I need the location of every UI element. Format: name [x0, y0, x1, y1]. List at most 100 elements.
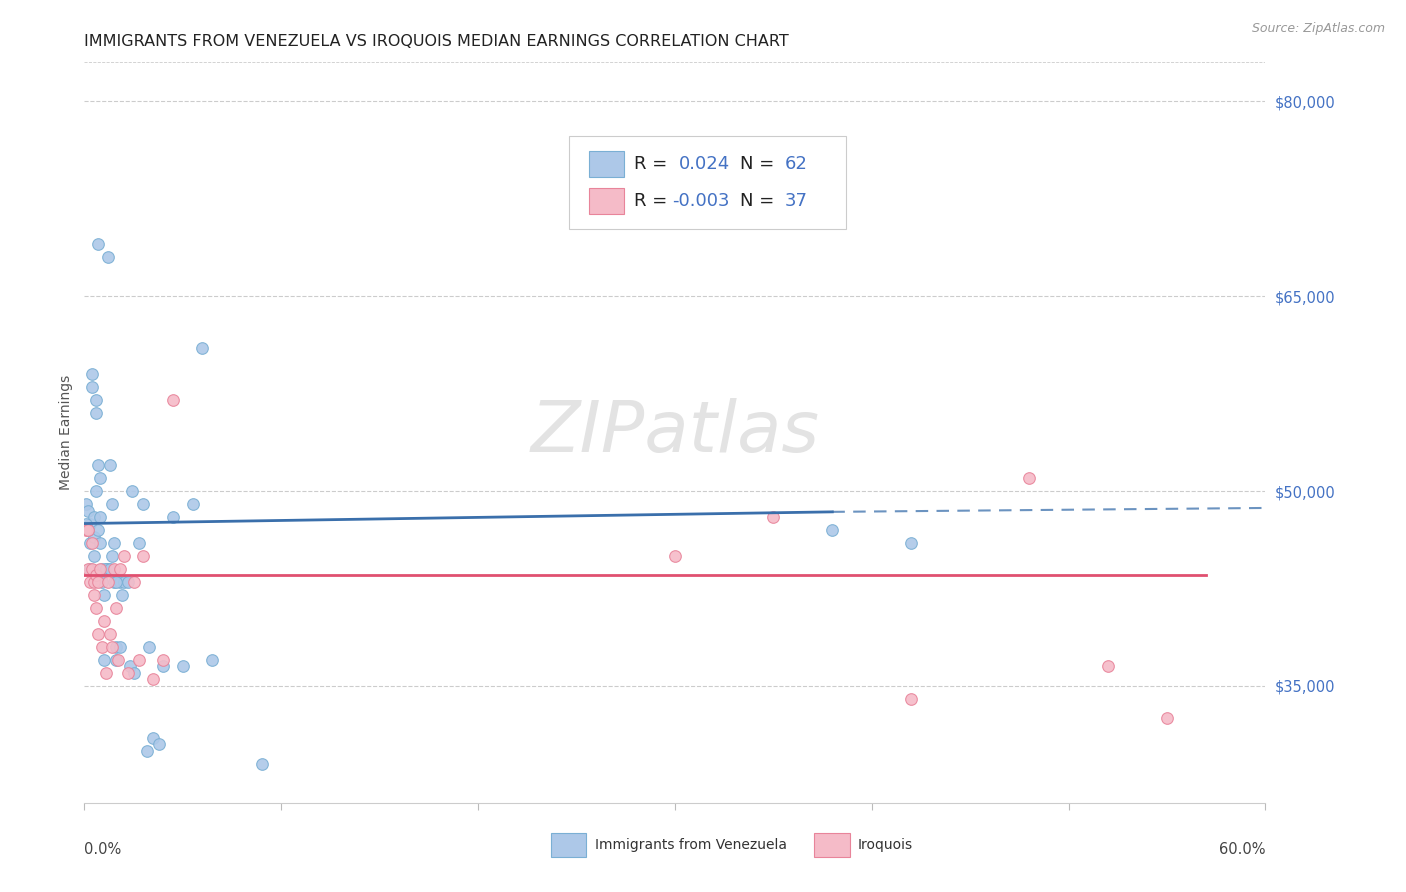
- Point: [138, 640, 160, 654]
- Point: [98, 562, 121, 576]
- Point: [117, 665, 139, 680]
- Point: [94, 562, 117, 576]
- Point: [87, 458, 110, 472]
- Text: 0.0%: 0.0%: [84, 842, 121, 856]
- Point: [87, 237, 110, 252]
- Point: [83, 529, 105, 543]
- Point: [84, 484, 107, 499]
- Point: [107, 653, 129, 667]
- Point: [148, 737, 170, 751]
- FancyBboxPatch shape: [589, 151, 624, 177]
- Point: [112, 574, 135, 589]
- Point: [89, 510, 111, 524]
- Text: R =: R =: [634, 155, 672, 173]
- Point: [132, 549, 155, 563]
- Point: [162, 393, 184, 408]
- Point: [900, 692, 922, 706]
- Text: Iroquois: Iroquois: [858, 838, 912, 852]
- Point: [91, 568, 114, 582]
- Text: 0.024: 0.024: [679, 155, 730, 173]
- Y-axis label: Median Earnings: Median Earnings: [59, 375, 73, 491]
- Point: [87, 627, 110, 641]
- Point: [97, 250, 120, 264]
- Point: [93, 588, 115, 602]
- Point: [93, 614, 115, 628]
- Point: [118, 659, 141, 673]
- Point: [132, 497, 155, 511]
- Point: [111, 588, 134, 602]
- Text: 60.0%: 60.0%: [1219, 842, 1265, 856]
- Point: [128, 536, 150, 550]
- Point: [101, 640, 124, 654]
- Point: [1156, 711, 1178, 725]
- Point: [75, 497, 97, 511]
- Text: -0.003: -0.003: [672, 192, 730, 210]
- Point: [83, 588, 105, 602]
- Point: [82, 562, 104, 576]
- Point: [89, 562, 111, 576]
- Point: [97, 574, 120, 589]
- Point: [79, 574, 101, 589]
- Point: [152, 659, 174, 673]
- Point: [91, 574, 114, 589]
- Point: [84, 601, 107, 615]
- Text: N =: N =: [740, 155, 780, 173]
- Point: [104, 601, 127, 615]
- Text: Source: ZipAtlas.com: Source: ZipAtlas.com: [1251, 22, 1385, 36]
- Text: Immigrants from Venezuela: Immigrants from Venezuela: [595, 838, 786, 852]
- Point: [77, 503, 100, 517]
- FancyBboxPatch shape: [568, 136, 846, 229]
- Point: [162, 510, 184, 524]
- Point: [117, 574, 139, 589]
- Point: [98, 627, 121, 641]
- FancyBboxPatch shape: [551, 833, 586, 857]
- Point: [1097, 659, 1119, 673]
- Point: [101, 497, 124, 511]
- Point: [83, 574, 105, 589]
- Point: [75, 516, 97, 531]
- Point: [94, 665, 117, 680]
- Point: [191, 341, 214, 355]
- Point: [101, 549, 124, 563]
- Point: [87, 574, 110, 589]
- Point: [250, 756, 273, 771]
- Point: [108, 640, 131, 654]
- Point: [91, 562, 114, 576]
- Point: [108, 574, 131, 589]
- Point: [83, 510, 105, 524]
- FancyBboxPatch shape: [814, 833, 849, 857]
- Point: [142, 731, 165, 745]
- Point: [77, 523, 100, 537]
- Point: [142, 673, 165, 687]
- Point: [664, 549, 686, 563]
- Point: [104, 640, 127, 654]
- Point: [900, 536, 922, 550]
- Point: [82, 367, 104, 381]
- Point: [89, 536, 111, 550]
- Point: [136, 744, 159, 758]
- Point: [1018, 471, 1040, 485]
- Point: [122, 665, 145, 680]
- Point: [821, 523, 844, 537]
- Text: IMMIGRANTS FROM VENEZUELA VS IROQUOIS MEDIAN EARNINGS CORRELATION CHART: IMMIGRANTS FROM VENEZUELA VS IROQUOIS ME…: [84, 34, 789, 49]
- Point: [112, 549, 135, 563]
- Point: [103, 562, 125, 576]
- Point: [121, 484, 143, 499]
- Point: [82, 536, 104, 550]
- Point: [152, 653, 174, 667]
- Text: 37: 37: [785, 192, 807, 210]
- Point: [79, 516, 101, 531]
- Point: [108, 562, 131, 576]
- FancyBboxPatch shape: [589, 188, 624, 214]
- Point: [79, 562, 101, 576]
- Point: [762, 510, 785, 524]
- Point: [122, 574, 145, 589]
- Point: [84, 568, 107, 582]
- Point: [201, 653, 224, 667]
- Point: [84, 393, 107, 408]
- Point: [77, 523, 100, 537]
- Point: [104, 574, 127, 589]
- Point: [82, 380, 104, 394]
- Text: ZIPatlas: ZIPatlas: [530, 398, 820, 467]
- Point: [103, 574, 125, 589]
